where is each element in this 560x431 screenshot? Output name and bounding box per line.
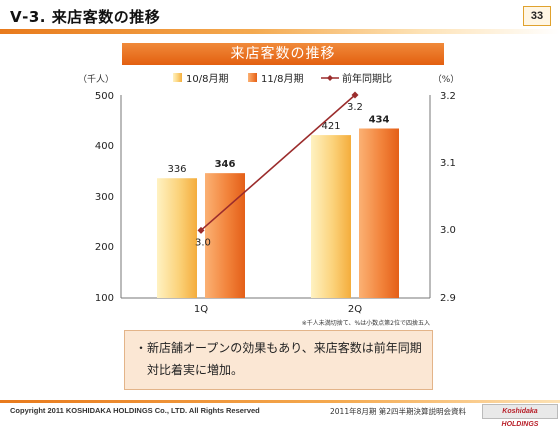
summary-note-line: ・新店舗オープンの効果もあり、来店客数は前年同期 (135, 341, 422, 355)
chart-legend: 10/8月期 11/8月期 前年同期比 (173, 72, 392, 85)
category-label: 2Q (348, 304, 362, 315)
legend-label-yoy: 前年同期比 (342, 72, 392, 85)
yoy-point-1q (197, 226, 205, 234)
left-tick-label: 500 (95, 91, 114, 102)
right-tick-label: 3.0 (440, 225, 456, 236)
yoy-line (200, 94, 356, 231)
visitor-count-chart: 10/8月期 11/8月期 前年同期比 （千人） （%） 500 400 300… (78, 72, 460, 327)
footer-divider (0, 400, 560, 403)
legend-label-fy10: 10/8月期 (186, 73, 228, 85)
yoy-value-label: 3.0 (195, 237, 211, 248)
left-axis-ticks: 500 400 300 200 100 (95, 91, 114, 304)
copyright-text: Copyright 2011 KOSHIDAKA HOLDINGS Co., L… (10, 406, 260, 415)
right-tick-label: 2.9 (440, 293, 456, 304)
summary-note: ・新店舗オープンの効果もあり、来店客数は前年同期 対比着実に増加。 (124, 330, 433, 390)
yoy-point-2q (351, 91, 359, 99)
legend-swatch-fy11 (248, 73, 257, 82)
bar-value-label: 421 (321, 121, 340, 132)
category-label: 1Q (194, 304, 208, 315)
footer: Copyright 2011 KOSHIDAKA HOLDINGS Co., L… (0, 400, 560, 428)
left-axis-unit: （千人） (78, 74, 114, 85)
left-tick-label: 100 (95, 293, 114, 304)
bar-fy11-1q (205, 173, 245, 298)
bar-fy11-2q (359, 128, 399, 298)
right-tick-label: 3.2 (440, 91, 456, 102)
slide-title: Ⅴ-3. 来店客数の推移 (10, 8, 161, 26)
bar-fy10-2q (311, 135, 351, 298)
right-axis-unit: （%） (433, 74, 460, 85)
chart-title: 来店客数の推移 (122, 43, 444, 65)
left-tick-label: 300 (95, 192, 114, 203)
bar-value-label: 336 (167, 164, 186, 175)
document-name: 2011年8月期 第2四半期決算説明会資料 (330, 407, 467, 416)
title-divider (0, 29, 560, 34)
legend-swatch-fy10 (173, 73, 182, 82)
bar-value-label: 434 (369, 114, 390, 125)
left-tick-label: 400 (95, 141, 114, 152)
legend-label-fy11: 11/8月期 (261, 73, 303, 85)
legend-line-marker (327, 75, 333, 81)
bar-fy10-1q (157, 178, 197, 298)
right-tick-label: 3.1 (440, 158, 456, 169)
left-tick-label: 200 (95, 242, 114, 253)
chart-footnote: ※千人未満切捨て、%は小数点第2位で四捨五入 (302, 319, 430, 327)
summary-note-line: 対比着実に増加。 (147, 363, 244, 377)
bar-value-label: 346 (215, 159, 236, 170)
right-axis-ticks: 3.2 3.1 3.0 2.9 (440, 91, 456, 304)
yoy-value-label: 3.2 (347, 102, 363, 113)
page-number: 33 (523, 6, 551, 26)
company-logo: Koshidaka HOLDINGS (482, 404, 558, 428)
